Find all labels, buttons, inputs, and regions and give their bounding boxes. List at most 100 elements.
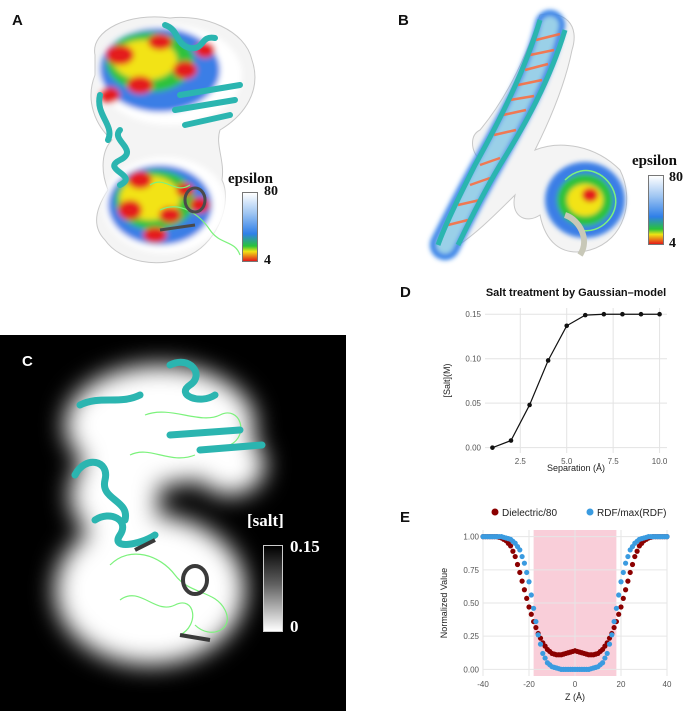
chart-e-data-point bbox=[618, 579, 624, 585]
chart-d-data-point bbox=[545, 358, 551, 363]
chart-d-xlabel: Separation (Å) bbox=[547, 463, 605, 473]
chart-e-data-point bbox=[623, 560, 629, 566]
chart-d-data-point bbox=[601, 311, 607, 317]
chart-e-data-point bbox=[521, 587, 527, 593]
chart-d-series-line bbox=[492, 313, 660, 449]
chart-d-xtick-label: 7.5 bbox=[608, 457, 620, 466]
chart-e-xtick-label: -40 bbox=[477, 680, 489, 689]
chart-e-data-point bbox=[600, 660, 606, 666]
chart-e-data-point bbox=[616, 592, 622, 598]
ribbon-strand-a1 bbox=[177, 82, 243, 98]
chart-e-legend-marker bbox=[586, 508, 594, 516]
chart-e-legend-label: RDF/max(RDF) bbox=[597, 508, 666, 519]
chart-e-data-point bbox=[528, 592, 534, 598]
panel-e: E Dielectric/80 RDF/max(RDF) -40 -20 0 20 40 0.… bbox=[395, 495, 686, 711]
colorbar-a-max: 80 bbox=[264, 184, 278, 199]
chart-e-data-point bbox=[602, 655, 608, 661]
chart-e-data-point bbox=[629, 561, 636, 568]
ribbon-helix-c1 bbox=[166, 358, 219, 403]
chart-e-data-point bbox=[521, 560, 527, 566]
ribbon-helix-a2 bbox=[162, 22, 218, 52]
chart-e-data-point bbox=[535, 632, 541, 638]
chart-d-data-point bbox=[620, 311, 625, 317]
chart-e-xtick-label: 0 bbox=[573, 680, 578, 689]
chart-d-ytick-label: 0.05 bbox=[465, 399, 481, 408]
panel-label-c: C bbox=[22, 353, 33, 370]
chart-d-xtick-label: 2.5 bbox=[515, 457, 527, 466]
chart-e-data-point bbox=[517, 569, 523, 576]
chart-e-data-point bbox=[524, 569, 530, 576]
chart-d-xtick-label: 5.0 bbox=[561, 457, 573, 466]
panel-label-d: D bbox=[400, 284, 411, 301]
ribbon-strand-c1 bbox=[166, 426, 244, 439]
chart-e-xtick-label: -20 bbox=[523, 680, 535, 689]
colorbar-a bbox=[242, 192, 258, 262]
chart-e-data-point bbox=[634, 548, 640, 554]
chart-d-title: Salt treatment by Gaussian–model bbox=[486, 287, 666, 299]
ribbon-strand-c2 bbox=[196, 441, 266, 454]
chart-e-data-point bbox=[606, 641, 613, 647]
chart-e-data-point bbox=[604, 650, 610, 657]
protein-dielectric-map-a bbox=[90, 16, 256, 264]
chart-e-data-point bbox=[519, 578, 525, 584]
chart-e-data-point bbox=[519, 553, 525, 560]
chart-e-data-point bbox=[531, 605, 537, 611]
colorbar-a-title: epsilon bbox=[228, 171, 274, 187]
panel-d: D Salt treatment by Gaussian–model 2.5 5.0… bbox=[395, 270, 686, 475]
chart-e-data-point bbox=[664, 534, 670, 540]
chart-e-data-point bbox=[508, 543, 514, 549]
chart-e-data-point bbox=[542, 655, 548, 661]
chart-e-ylabel: Normalized Value bbox=[439, 568, 449, 638]
chart-e-data-point bbox=[611, 618, 617, 625]
chart-e-data-point bbox=[620, 595, 626, 601]
chart-e-data-point bbox=[627, 569, 633, 576]
ribbon-loop-a bbox=[96, 92, 113, 143]
chart-d-ytick-label: 0.00 bbox=[465, 444, 481, 453]
chart-e-ytick-label: 0.75 bbox=[463, 566, 479, 575]
chart-d-data-point bbox=[638, 311, 644, 317]
ribbon-loop-c1 bbox=[71, 458, 129, 524]
chart-e-data-point bbox=[533, 618, 539, 625]
chart-e-data-point bbox=[625, 553, 631, 560]
chart-e-data-point bbox=[524, 595, 530, 601]
colorbar-c-max: 0.15 bbox=[290, 537, 320, 556]
chart-e-data-point bbox=[609, 632, 615, 638]
panel-label-a: A bbox=[12, 12, 23, 29]
chart-e-data-point bbox=[623, 587, 629, 593]
chart-e-data-point bbox=[632, 553, 638, 560]
chart-d: Salt treatment by Gaussian–model 2.5 5.0 7.… bbox=[442, 287, 668, 473]
colorbar-b-title: epsilon bbox=[632, 153, 678, 169]
panel-b: B epsilon bbox=[340, 0, 686, 270]
chart-e-xlabel: Z (Å) bbox=[565, 692, 585, 702]
chart-e-xtick-label: 20 bbox=[617, 680, 626, 689]
chart-e-data-point bbox=[517, 547, 523, 553]
ribbon-helix-a1 bbox=[111, 127, 130, 188]
chart-e-data-point bbox=[625, 578, 631, 584]
ribbon-strand-a3 bbox=[182, 112, 233, 128]
chart-e-data-point bbox=[514, 561, 521, 568]
chart-e-data-point bbox=[512, 553, 518, 560]
chart-e-data-point bbox=[613, 605, 619, 611]
colorbar-c-min: 0 bbox=[290, 617, 299, 636]
colorbar-a-min: 4 bbox=[264, 253, 271, 268]
chart-e-ytick-label: 0.50 bbox=[463, 599, 479, 608]
chart-d-data-point bbox=[564, 323, 570, 329]
chart-d-ytick-label: 0.10 bbox=[465, 355, 481, 364]
chart-e-legend-label: Dielectric/80 bbox=[502, 508, 557, 519]
chart-e-data-point bbox=[528, 611, 534, 617]
chart-e-data-point bbox=[510, 548, 516, 554]
chart-e-ytick-label: 0.25 bbox=[463, 632, 479, 641]
protein-salt-map-c bbox=[55, 358, 266, 665]
colorbar-c-title: [salt] bbox=[247, 511, 284, 530]
chart-d-data-point bbox=[582, 312, 588, 318]
colorbar-b bbox=[648, 175, 664, 245]
panel-a: A bbox=[0, 0, 300, 290]
chart-d-data-point bbox=[490, 445, 495, 450]
chart-e-ytick-label: 0.00 bbox=[463, 665, 479, 674]
colorbar-c bbox=[263, 545, 283, 632]
chart-e-data-point bbox=[620, 569, 626, 576]
panel-c: C [salt] 0. bbox=[0, 335, 346, 711]
chart-e-data-point bbox=[533, 624, 539, 631]
chart-e-data-point bbox=[526, 579, 532, 585]
chart-e-data-point bbox=[540, 650, 546, 657]
